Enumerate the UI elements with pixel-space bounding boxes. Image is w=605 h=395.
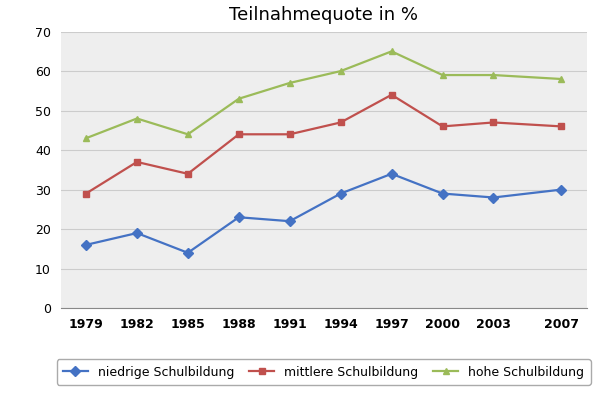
niedrige Schulbildung [439,191,446,196]
hohe Schulbildung [388,49,395,54]
mittlere Schulbildung [235,132,243,137]
hohe Schulbildung [82,136,90,141]
hohe Schulbildung [439,73,446,77]
Legend: niedrige Schulbildung, mittlere Schulbildung, hohe Schulbildung: niedrige Schulbildung, mittlere Schulbil… [57,359,590,385]
mittlere Schulbildung [133,160,140,164]
Title: Teilnahmequote in %: Teilnahmequote in % [229,6,418,24]
hohe Schulbildung [133,116,140,121]
niedrige Schulbildung [286,219,293,224]
niedrige Schulbildung [558,187,565,192]
niedrige Schulbildung [184,250,191,255]
niedrige Schulbildung [235,215,243,220]
niedrige Schulbildung [133,231,140,235]
mittlere Schulbildung [490,120,497,125]
hohe Schulbildung [558,77,565,81]
mittlere Schulbildung [388,92,395,97]
mittlere Schulbildung [286,132,293,137]
hohe Schulbildung [286,81,293,85]
mittlere Schulbildung [337,120,344,125]
hohe Schulbildung [235,96,243,101]
hohe Schulbildung [490,73,497,77]
mittlere Schulbildung [82,191,90,196]
Line: hohe Schulbildung: hohe Schulbildung [82,48,565,142]
niedrige Schulbildung [82,243,90,247]
niedrige Schulbildung [388,171,395,176]
niedrige Schulbildung [490,195,497,200]
mittlere Schulbildung [558,124,565,129]
hohe Schulbildung [184,132,191,137]
niedrige Schulbildung [337,191,344,196]
mittlere Schulbildung [439,124,446,129]
Line: niedrige Schulbildung: niedrige Schulbildung [82,170,565,256]
hohe Schulbildung [337,69,344,73]
mittlere Schulbildung [184,171,191,176]
Line: mittlere Schulbildung: mittlere Schulbildung [82,91,565,197]
